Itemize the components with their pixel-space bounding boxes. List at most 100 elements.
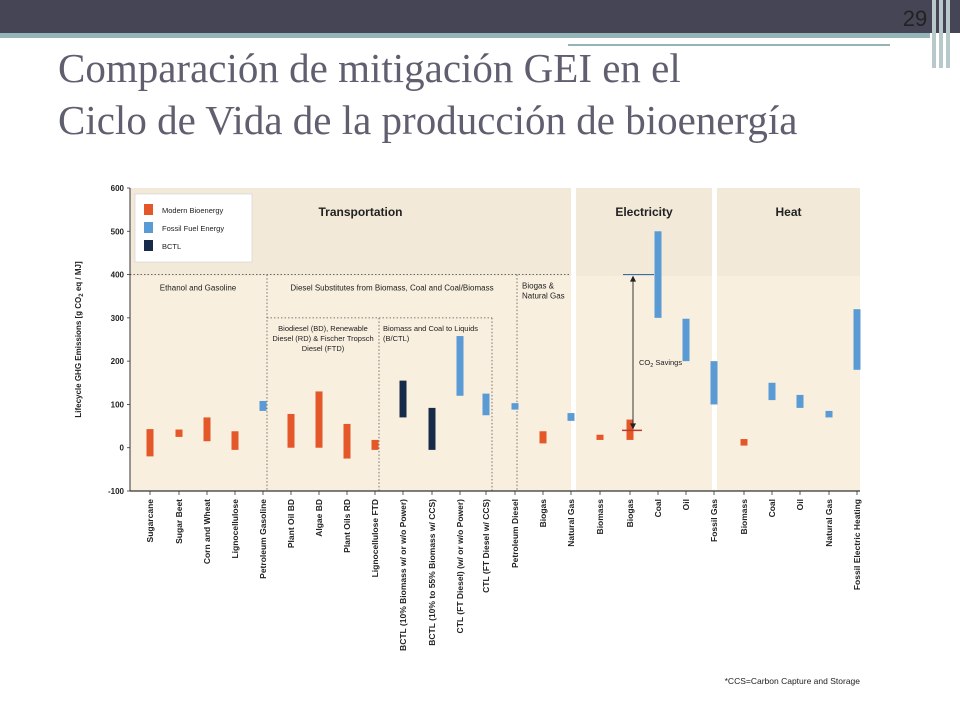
savings-label: CO2 Savings	[639, 358, 682, 369]
x-tick-label-25: Fossil Electric Heating	[852, 499, 862, 590]
legend-label-2: BCTL	[162, 242, 181, 251]
title-bar	[0, 0, 960, 33]
legend-box	[134, 193, 253, 263]
savings-label-part: CO	[639, 358, 650, 367]
panel-separator-1	[571, 188, 576, 491]
x-tick-label-11: CTL (FT Diesel) (w/ or w/o Power)	[455, 499, 465, 634]
bar-25	[853, 309, 861, 370]
x-tick-label-16: Biomass	[595, 499, 605, 535]
group-label-1: Diesel Substitutes from Biomass, Coal an…	[290, 284, 493, 293]
bar-20	[710, 361, 718, 405]
panel-header-band-2	[717, 188, 860, 276]
y-tick-label-2: 400	[111, 271, 125, 280]
bar-6	[315, 391, 323, 448]
y-axis-label: Lifecycle GHG Emissions [g CO2 eq / MJ]	[74, 261, 85, 418]
y-tick-label-1: 500	[111, 227, 125, 236]
x-tick-label-8: Lignocellulose FTD	[370, 499, 380, 577]
panel-separator-2	[712, 188, 717, 491]
bar-0	[146, 429, 154, 457]
x-tick-label-1: Sugar Beet	[174, 499, 184, 544]
slide-number: 29	[902, 6, 928, 31]
subgroup-label-0-line-0: Biodiesel (BD), Renewable	[278, 324, 368, 333]
panel-title-0: Transportation	[318, 205, 402, 219]
x-tick-label-13: Petroleum Diesel	[510, 499, 520, 568]
subgroup-label-1-line-1: (B/CTL)	[383, 334, 410, 343]
y-tick-label-3: 300	[111, 314, 125, 323]
x-tick-label-6: Algae BD	[314, 499, 324, 537]
slide-title: Comparación de mitigación GEI en el Cicl…	[58, 42, 918, 146]
group-label-2-line-0: Biogas &	[522, 282, 555, 291]
title-line-1: Comparación de mitigación GEI en el	[58, 45, 681, 91]
bar-10	[428, 407, 436, 450]
y-tick-label-5: 100	[111, 400, 125, 409]
x-tick-label-14: Biogas	[538, 499, 548, 528]
savings-label-subscript: 2	[650, 363, 653, 369]
bar-19	[682, 318, 690, 362]
x-tick-label-12: CTL (FT Diesel w/ CCS)	[481, 499, 491, 593]
y-tick-label-0: 600	[111, 184, 125, 193]
bar-11	[456, 336, 464, 396]
x-tick-label-7: Plant Oils RD	[342, 499, 352, 553]
savings-arrow-head-top	[630, 275, 636, 282]
panel-header-band-1	[576, 188, 712, 276]
bar-23	[796, 394, 804, 408]
bar-2	[203, 417, 211, 442]
x-tick-label-3: Lignocellulose	[230, 499, 240, 559]
subgroup-label-0-line-2: Diesel (FTD)	[302, 344, 345, 353]
bar-1	[175, 429, 183, 437]
panel-title-1: Electricity	[615, 205, 673, 219]
bar-21	[740, 439, 748, 446]
x-tick-label-21: Biomass	[739, 499, 749, 535]
bar-8	[371, 439, 379, 450]
x-tick-label-10: BCTL (10% to 55% Biomass w/ CCS)	[427, 499, 437, 646]
x-tick-label-20: Fossil Gas	[709, 499, 719, 542]
bar-18	[654, 231, 662, 318]
decorative-bars	[932, 0, 952, 68]
y-tick-label-7: -100	[108, 487, 125, 496]
accent-stripe	[0, 33, 930, 38]
x-tick-label-9: BCTL (10% Biomass w/ or w/o Power)	[398, 499, 408, 651]
x-tick-label-2: Corn and Wheat	[202, 499, 212, 564]
bar-22	[768, 382, 776, 401]
savings-label-part: Savings	[653, 358, 682, 367]
x-tick-label-5: Plant Oil BD	[286, 499, 296, 548]
bar-15	[567, 413, 575, 421]
legend-label-1: Fossil Fuel Energy	[162, 224, 224, 233]
y-tick-label-4: 200	[111, 357, 125, 366]
x-tick-label-18: Coal	[653, 499, 663, 517]
x-tick-label-19: Oil	[681, 499, 691, 510]
x-tick-label-0: Sugarcane	[145, 499, 155, 543]
x-tick-label-23: Oil	[795, 499, 805, 510]
panel-title-2: Heat	[775, 205, 801, 219]
group-label-0: Ethanol and Gasoline	[160, 284, 237, 293]
bar-5	[287, 413, 295, 448]
subgroup-label-1-line-0: Biomass and Coal to Liquids	[383, 324, 478, 333]
subgroup-label-0-line-1: Diesel (RD) & Fischer Tropsch	[272, 334, 373, 343]
legend-label-0: Modern Bioenergy	[162, 206, 224, 215]
bar-13	[511, 403, 519, 410]
legend-swatch-2	[144, 240, 153, 251]
x-tick-label-15: Natural Gas	[566, 499, 576, 547]
accent-line	[568, 44, 890, 46]
bar-14	[539, 431, 547, 444]
savings-arrow-head-bottom	[630, 423, 636, 430]
bar-9	[399, 380, 407, 418]
title-line-2: Ciclo de Vida de la producción de bioene…	[58, 97, 798, 143]
group-label-2-line-1: Natural Gas	[522, 292, 565, 301]
emissions-chart: Transportation Electricity Heat Ethanol and…	[74, 184, 862, 686]
y-axis-label-part: eq / MJ]	[74, 261, 83, 293]
y-axis-label-subscript: 2	[79, 293, 85, 297]
bar-3	[231, 431, 239, 450]
bar-24	[825, 410, 833, 418]
bar-16	[596, 434, 604, 440]
x-tick-label-4: Petroleum Gasoline	[258, 499, 268, 579]
x-tick-label-24: Natural Gas	[824, 499, 834, 547]
y-axis-label-part: Lifecycle GHG Emissions [g CO	[74, 297, 83, 418]
x-tick-label-17: Biogas	[625, 499, 635, 528]
legend-swatch-0	[144, 204, 153, 215]
y-tick-label-6: 0	[120, 444, 125, 453]
bar-12	[482, 393, 490, 416]
ccs-footnote: *CCS=Carbon Capture and Storage	[725, 676, 861, 686]
bar-7	[343, 423, 351, 459]
x-tick-label-22: Coal	[767, 499, 777, 517]
